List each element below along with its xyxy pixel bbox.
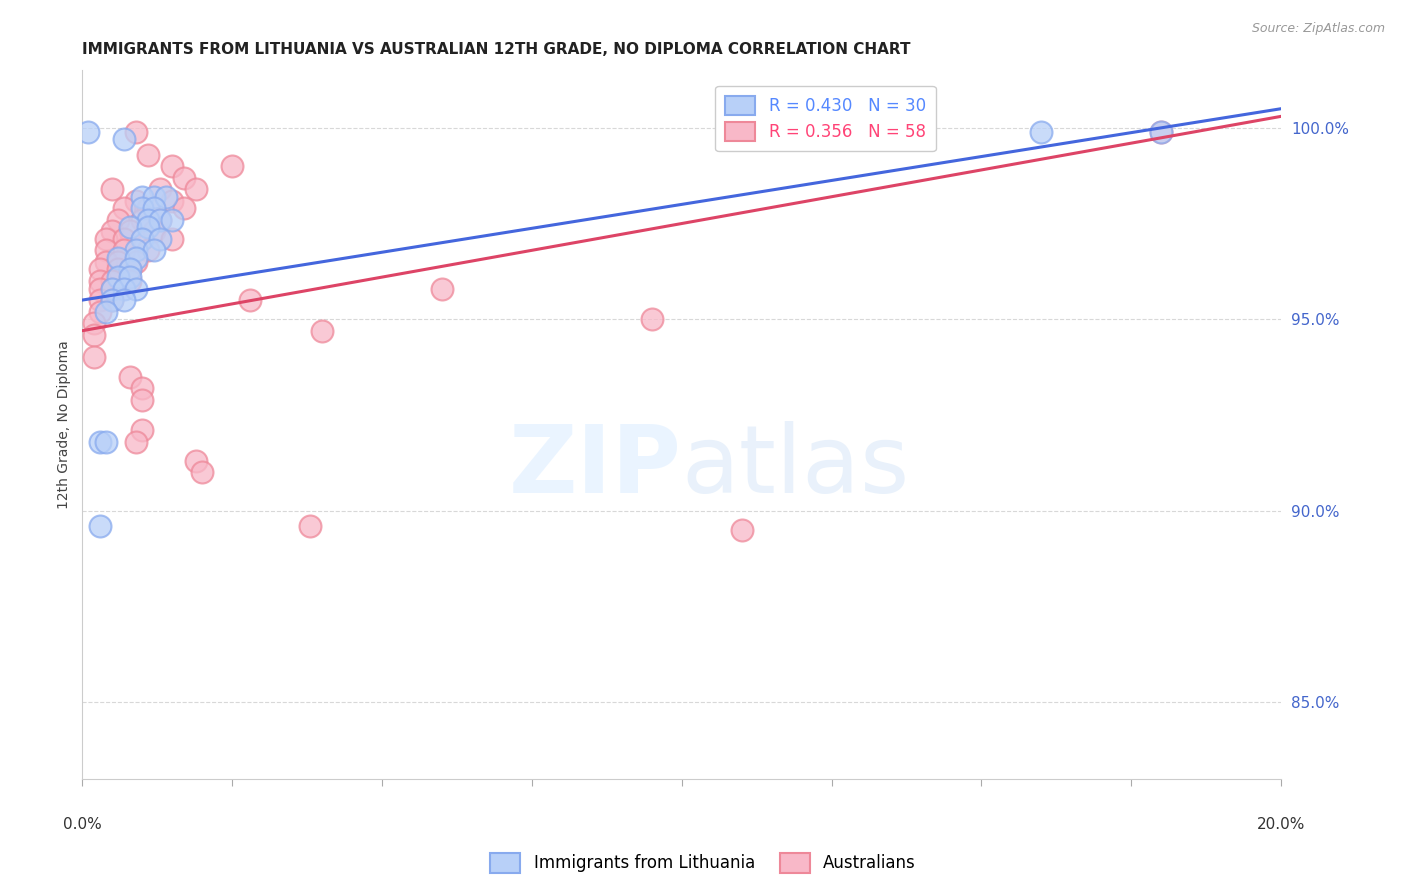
Point — [136, 212, 159, 227]
Point — [120, 262, 142, 277]
Point — [125, 244, 148, 258]
Point — [125, 282, 148, 296]
Point — [107, 270, 129, 285]
Point — [107, 262, 129, 277]
Point — [101, 293, 124, 307]
Point — [112, 132, 135, 146]
Point — [112, 201, 135, 215]
Text: atlas: atlas — [682, 421, 910, 513]
Point — [160, 194, 183, 208]
Point — [641, 312, 664, 326]
Point — [155, 190, 177, 204]
Point — [89, 274, 111, 288]
Text: 20.0%: 20.0% — [1257, 817, 1305, 832]
Point — [311, 324, 333, 338]
Point — [125, 194, 148, 208]
Point — [107, 212, 129, 227]
Point — [125, 434, 148, 449]
Point — [96, 244, 118, 258]
Point — [136, 147, 159, 161]
Point — [107, 251, 129, 265]
Point — [112, 293, 135, 307]
Point — [112, 244, 135, 258]
Point — [131, 212, 153, 227]
Point — [89, 304, 111, 318]
Point — [149, 212, 172, 227]
Point — [136, 201, 159, 215]
Point — [83, 327, 105, 342]
Point — [89, 434, 111, 449]
Point — [96, 232, 118, 246]
Point — [136, 220, 159, 235]
Point — [101, 224, 124, 238]
Point — [299, 519, 322, 533]
Point — [89, 293, 111, 307]
Point — [221, 159, 243, 173]
Point — [131, 423, 153, 437]
Point — [143, 244, 166, 258]
Point — [112, 232, 135, 246]
Point — [239, 293, 262, 307]
Point — [112, 282, 135, 296]
Point — [96, 254, 118, 268]
Point — [160, 159, 183, 173]
Text: 0.0%: 0.0% — [63, 817, 101, 832]
Point — [1150, 125, 1173, 139]
Point — [120, 220, 142, 235]
Point — [160, 232, 183, 246]
Point — [101, 282, 124, 296]
Point — [131, 381, 153, 395]
Point — [136, 244, 159, 258]
Point — [120, 224, 142, 238]
Point — [83, 351, 105, 365]
Point — [1031, 125, 1053, 139]
Point — [125, 251, 148, 265]
Point — [125, 125, 148, 139]
Point — [96, 304, 118, 318]
Point — [107, 254, 129, 268]
Y-axis label: 12th Grade, No Diploma: 12th Grade, No Diploma — [58, 340, 72, 508]
Point — [131, 201, 153, 215]
Legend: Immigrants from Lithuania, Australians: Immigrants from Lithuania, Australians — [484, 847, 922, 880]
Point — [131, 190, 153, 204]
Point — [101, 282, 124, 296]
Point — [173, 170, 195, 185]
Point — [186, 454, 208, 468]
Point — [149, 232, 172, 246]
Point — [77, 125, 100, 139]
Point — [173, 201, 195, 215]
Point — [101, 293, 124, 307]
Text: IMMIGRANTS FROM LITHUANIA VS AUSTRALIAN 12TH GRADE, NO DIPLOMA CORRELATION CHART: IMMIGRANTS FROM LITHUANIA VS AUSTRALIAN … — [83, 42, 911, 57]
Point — [160, 212, 183, 227]
Point — [149, 182, 172, 196]
Legend: R = 0.430   N = 30, R = 0.356   N = 58: R = 0.430 N = 30, R = 0.356 N = 58 — [716, 86, 936, 151]
Point — [120, 270, 142, 285]
Point — [1150, 125, 1173, 139]
Point — [186, 182, 208, 196]
Point — [89, 519, 111, 533]
Point — [125, 254, 148, 268]
Text: ZIP: ZIP — [509, 421, 682, 513]
Point — [89, 282, 111, 296]
Point — [101, 274, 124, 288]
Point — [101, 182, 124, 196]
Point — [131, 232, 153, 246]
Point — [83, 316, 105, 330]
Point — [120, 274, 142, 288]
Point — [131, 392, 153, 407]
Text: Source: ZipAtlas.com: Source: ZipAtlas.com — [1251, 22, 1385, 36]
Point — [143, 201, 166, 215]
Point — [149, 212, 172, 227]
Point — [143, 224, 166, 238]
Point — [191, 465, 214, 479]
Point — [89, 262, 111, 277]
Point — [131, 232, 153, 246]
Point — [730, 523, 752, 537]
Point — [120, 369, 142, 384]
Point — [143, 190, 166, 204]
Point — [430, 282, 453, 296]
Point — [96, 434, 118, 449]
Point — [120, 262, 142, 277]
